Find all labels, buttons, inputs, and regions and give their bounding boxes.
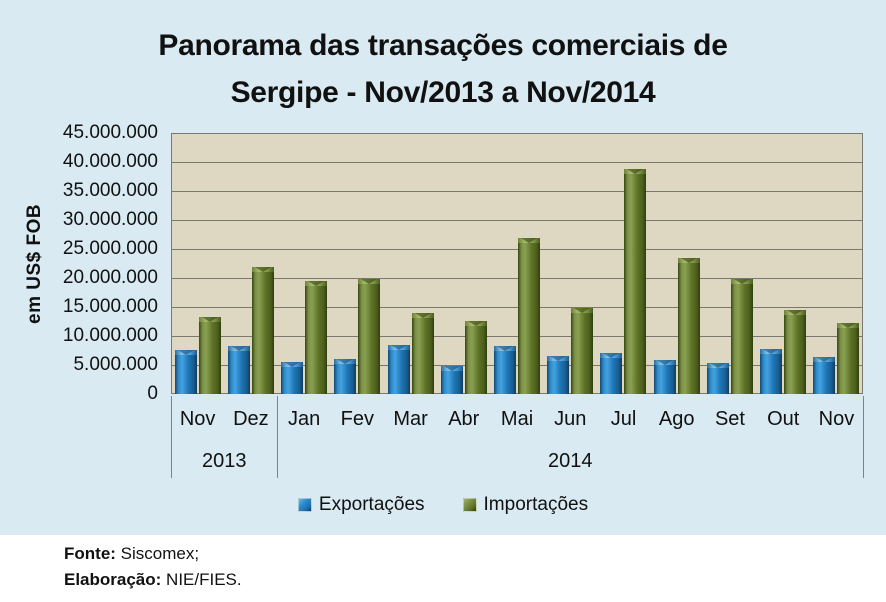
month-label-3: Fev [340, 408, 374, 430]
month-label-12: Nov [818, 408, 855, 430]
legend-label-exp: Exportações [318, 494, 425, 515]
source-footer: Fonte: Siscomex; Elaboração: NIE/FIES. [0, 535, 886, 602]
chart-canvas: Panorama das transações comerciais de Se… [0, 0, 886, 535]
bar-group-jan-2014 [277, 133, 330, 394]
month-label-1: Dez [233, 408, 269, 430]
chart-title: Panorama das transações comerciais de Se… [0, 22, 886, 116]
bar-exportacoes-6 [494, 346, 517, 394]
bar-exportacoes-5 [440, 366, 463, 394]
x-axis-year-labels: 2013 2014 [171, 445, 863, 477]
bar-exportacoes-4 [387, 345, 410, 394]
bar-group-set-2014 [703, 133, 756, 394]
y-tick-label: 30.000.000 [62, 209, 158, 230]
bar-exportacoes-3 [334, 359, 357, 394]
legend-swatch-imp-icon [462, 498, 477, 512]
chart-title-line1: Panorama das transações comerciais de [158, 29, 728, 62]
y-tick-label: 40.000.000 [62, 151, 158, 172]
bar-importacoes-4 [411, 313, 434, 394]
y-tick-label: 25.000.000 [62, 238, 158, 259]
bar-importacoes-10 [730, 279, 753, 394]
y-tick-label: 45.000.000 [62, 122, 158, 143]
group-separator [863, 396, 864, 478]
bar-group-mar-2014 [384, 133, 437, 394]
bar-importacoes-5 [464, 321, 487, 394]
bars-layer [171, 133, 863, 394]
source-text: Siscomex; [120, 544, 200, 563]
bar-importacoes-3 [358, 279, 381, 394]
bar-group-nov-2014 [810, 133, 863, 394]
group-separator [171, 396, 172, 478]
month-label-10: Set [714, 408, 745, 430]
bar-group-fev-2014 [331, 133, 384, 394]
bar-importacoes-9 [677, 258, 700, 394]
bar-group-nov-2013 [171, 133, 224, 394]
group-separator [277, 396, 278, 478]
bar-group-dez-2013 [224, 133, 277, 394]
chart-legend: Exportações Importações [0, 492, 886, 518]
bar-importacoes-6 [518, 238, 541, 394]
bar-exportacoes-12 [813, 357, 836, 394]
bar-importacoes-1 [251, 267, 274, 394]
bar-importacoes-8 [624, 169, 647, 394]
y-tick-label: 15.000.000 [62, 296, 158, 317]
year-label-2013: 2013 [201, 450, 247, 472]
bar-group-mai-2014 [490, 133, 543, 394]
bar-importacoes-2 [305, 281, 328, 394]
bar-exportacoes-10 [706, 363, 729, 394]
y-tick-label: 10.000.000 [62, 325, 158, 346]
bar-group-out-2014 [757, 133, 810, 394]
y-tick-label: 0 [147, 383, 158, 404]
legend-label-imp: Importações [483, 494, 589, 515]
bar-importacoes-0 [198, 317, 221, 394]
bar-exportacoes-0 [174, 350, 197, 394]
y-tick-label: 35.000.000 [62, 180, 158, 201]
month-label-9: Ago [658, 408, 695, 430]
bar-exportacoes-9 [653, 360, 676, 394]
bar-exportacoes-2 [281, 362, 304, 394]
month-label-2: Jan [287, 408, 321, 430]
month-label-7: Jun [554, 408, 587, 430]
bar-group-jul-2014 [597, 133, 650, 394]
x-axis-month-labels: Nov Dez Jan Fev Mar Abr Mai Jun Jul Ago Set Out Nov [171, 402, 863, 436]
bar-exportacoes-1 [227, 346, 250, 394]
y-tick-label: 20.000.000 [62, 267, 158, 288]
legend-item-imp: Importações [462, 494, 589, 516]
month-label-8: Jul [610, 408, 637, 430]
year-label-2014: 2014 [547, 450, 593, 472]
legend-swatch-exp-icon [297, 498, 312, 512]
bar-exportacoes-11 [760, 349, 783, 394]
bar-group-ago-2014 [650, 133, 703, 394]
bar-importacoes-11 [784, 310, 807, 394]
month-label-0: Nov [179, 408, 216, 430]
month-label-6: Mai [500, 408, 534, 430]
source-line: Fonte: Siscomex; [64, 541, 886, 567]
source-label: Fonte: [64, 544, 116, 563]
bar-group-jun-2014 [544, 133, 597, 394]
y-tick-label: 5.000.000 [73, 354, 158, 375]
elaboration-line: Elaboração: NIE/FIES. [64, 567, 886, 593]
legend-item-exp: Exportações [297, 494, 425, 516]
bar-exportacoes-8 [600, 353, 623, 394]
bar-importacoes-7 [571, 308, 594, 394]
elaboration-label: Elaboração: [64, 570, 162, 589]
bar-group-abr-2014 [437, 133, 490, 394]
bar-importacoes-12 [837, 323, 860, 394]
chart-title-line2: Sergipe - Nov/2013 a Nov/2014 [230, 76, 656, 109]
month-label-4: Mar [393, 408, 428, 430]
elaboration-text: NIE/FIES. [166, 570, 242, 589]
month-label-11: Out [767, 408, 800, 430]
month-label-5: Abr [448, 408, 480, 430]
bar-exportacoes-7 [547, 356, 570, 394]
